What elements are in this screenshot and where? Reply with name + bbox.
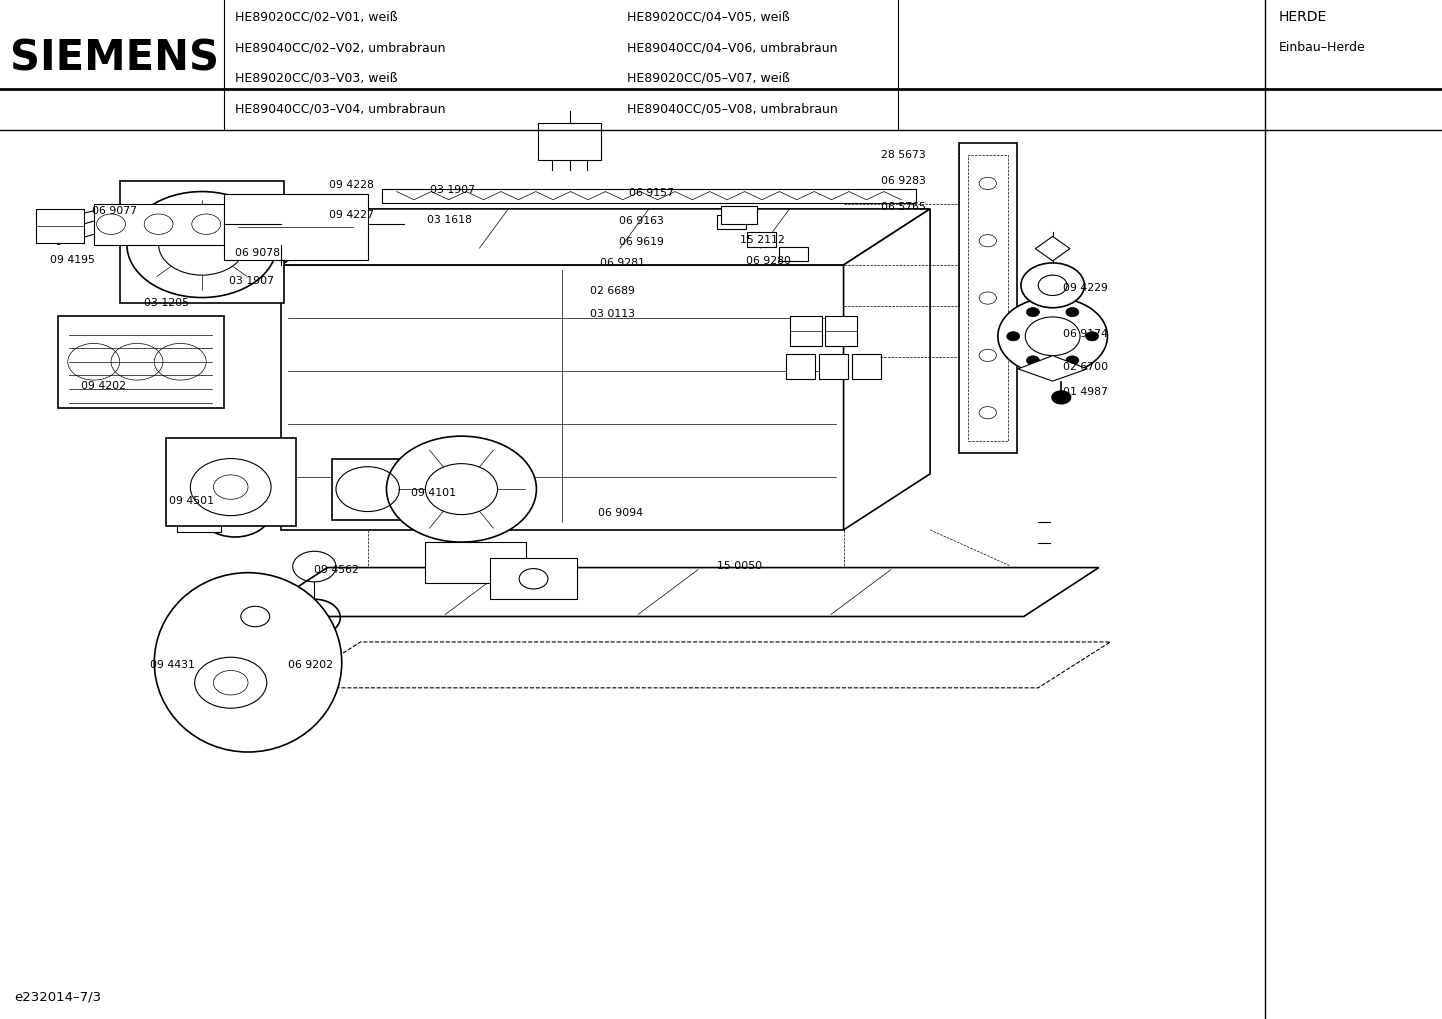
Text: 06 9174: 06 9174 [1063, 329, 1107, 339]
Text: 06 9163: 06 9163 [619, 216, 663, 226]
Polygon shape [94, 204, 224, 245]
Polygon shape [382, 189, 916, 203]
Text: 15 0050: 15 0050 [717, 560, 761, 571]
Polygon shape [786, 354, 815, 379]
Polygon shape [819, 354, 848, 379]
Circle shape [1066, 356, 1079, 365]
Polygon shape [425, 542, 526, 583]
Text: HE89020CC/02–V01, weiß: HE89020CC/02–V01, weiß [235, 11, 398, 23]
Polygon shape [790, 316, 822, 346]
Polygon shape [844, 209, 930, 530]
Polygon shape [1035, 236, 1070, 261]
Polygon shape [166, 438, 296, 526]
Text: 09 4195: 09 4195 [50, 255, 95, 265]
Text: 09 4562: 09 4562 [314, 565, 359, 575]
Text: HE89020CC/05–V07, weiß: HE89020CC/05–V07, weiß [627, 72, 790, 85]
Text: HE89020CC/03–V03, weiß: HE89020CC/03–V03, weiß [235, 72, 398, 85]
Polygon shape [959, 143, 1017, 453]
Text: 06 9157: 06 9157 [629, 187, 673, 198]
Polygon shape [1018, 356, 1087, 381]
Polygon shape [490, 558, 577, 599]
Text: 02 6689: 02 6689 [590, 286, 634, 297]
Text: SIEMENS: SIEMENS [10, 37, 219, 79]
Text: 09 4501: 09 4501 [169, 496, 213, 506]
Text: 09 4431: 09 4431 [150, 660, 195, 671]
Polygon shape [779, 247, 808, 261]
Text: 09 4202: 09 4202 [81, 381, 125, 391]
Circle shape [1051, 390, 1071, 405]
Text: 03 1907: 03 1907 [229, 276, 274, 286]
Polygon shape [58, 316, 224, 408]
Polygon shape [224, 194, 368, 260]
Text: HE89020CC/04–V05, weiß: HE89020CC/04–V05, weiß [627, 11, 790, 23]
Circle shape [998, 298, 1107, 375]
Text: HE89040CC/04–V06, umbrabraun: HE89040CC/04–V06, umbrabraun [627, 42, 838, 54]
Polygon shape [852, 354, 881, 379]
Text: 06 9280: 06 9280 [746, 256, 790, 266]
Circle shape [1066, 308, 1079, 317]
Polygon shape [281, 209, 930, 265]
Text: 03 1618: 03 1618 [427, 215, 472, 225]
Text: HE89040CC/03–V04, umbrabraun: HE89040CC/03–V04, umbrabraun [235, 103, 446, 115]
Text: 06 9202: 06 9202 [288, 660, 333, 671]
Text: 09 4101: 09 4101 [411, 488, 456, 498]
Polygon shape [721, 206, 757, 224]
Polygon shape [177, 486, 221, 532]
Text: Einbau–Herde: Einbau–Herde [1279, 42, 1366, 54]
Polygon shape [281, 265, 844, 530]
Polygon shape [332, 459, 495, 520]
Text: 09 4229: 09 4229 [1063, 283, 1107, 293]
Circle shape [386, 436, 536, 542]
Polygon shape [538, 123, 601, 160]
Text: 06 9281: 06 9281 [600, 258, 645, 268]
Circle shape [1021, 263, 1084, 308]
Text: 06 9283: 06 9283 [881, 176, 926, 186]
Text: HE89040CC/02–V02, umbrabraun: HE89040CC/02–V02, umbrabraun [235, 42, 446, 54]
Text: 06 9077: 06 9077 [92, 206, 137, 216]
Circle shape [1086, 332, 1099, 340]
Text: 06 9094: 06 9094 [598, 507, 643, 518]
Ellipse shape [154, 573, 342, 752]
Text: 06 5765: 06 5765 [881, 202, 926, 212]
Text: e232014–7/3: e232014–7/3 [14, 990, 101, 1003]
Polygon shape [717, 215, 746, 229]
Text: 03 0113: 03 0113 [590, 309, 634, 319]
Polygon shape [120, 181, 284, 303]
Text: HERDE: HERDE [1279, 10, 1327, 24]
Circle shape [1027, 356, 1040, 365]
Circle shape [127, 192, 277, 298]
Circle shape [1007, 332, 1019, 340]
Polygon shape [252, 568, 1099, 616]
Polygon shape [36, 209, 84, 243]
Text: HE89040CC/05–V08, umbrabraun: HE89040CC/05–V08, umbrabraun [627, 103, 838, 115]
Text: 09 4227: 09 4227 [329, 210, 373, 220]
Circle shape [1027, 308, 1040, 317]
Polygon shape [747, 232, 776, 247]
Text: 06 9078: 06 9078 [235, 248, 280, 258]
Polygon shape [288, 642, 1110, 688]
Polygon shape [825, 316, 857, 346]
Text: 02 6700: 02 6700 [1063, 362, 1107, 372]
Text: 28 5673: 28 5673 [881, 150, 926, 160]
Text: 03 1907: 03 1907 [430, 184, 474, 195]
Text: 09 4228: 09 4228 [329, 180, 373, 191]
Text: 15 2112: 15 2112 [740, 235, 784, 246]
Text: 03 1205: 03 1205 [144, 298, 189, 308]
Text: 06 9619: 06 9619 [619, 236, 663, 247]
Text: 01 4987: 01 4987 [1063, 387, 1107, 397]
